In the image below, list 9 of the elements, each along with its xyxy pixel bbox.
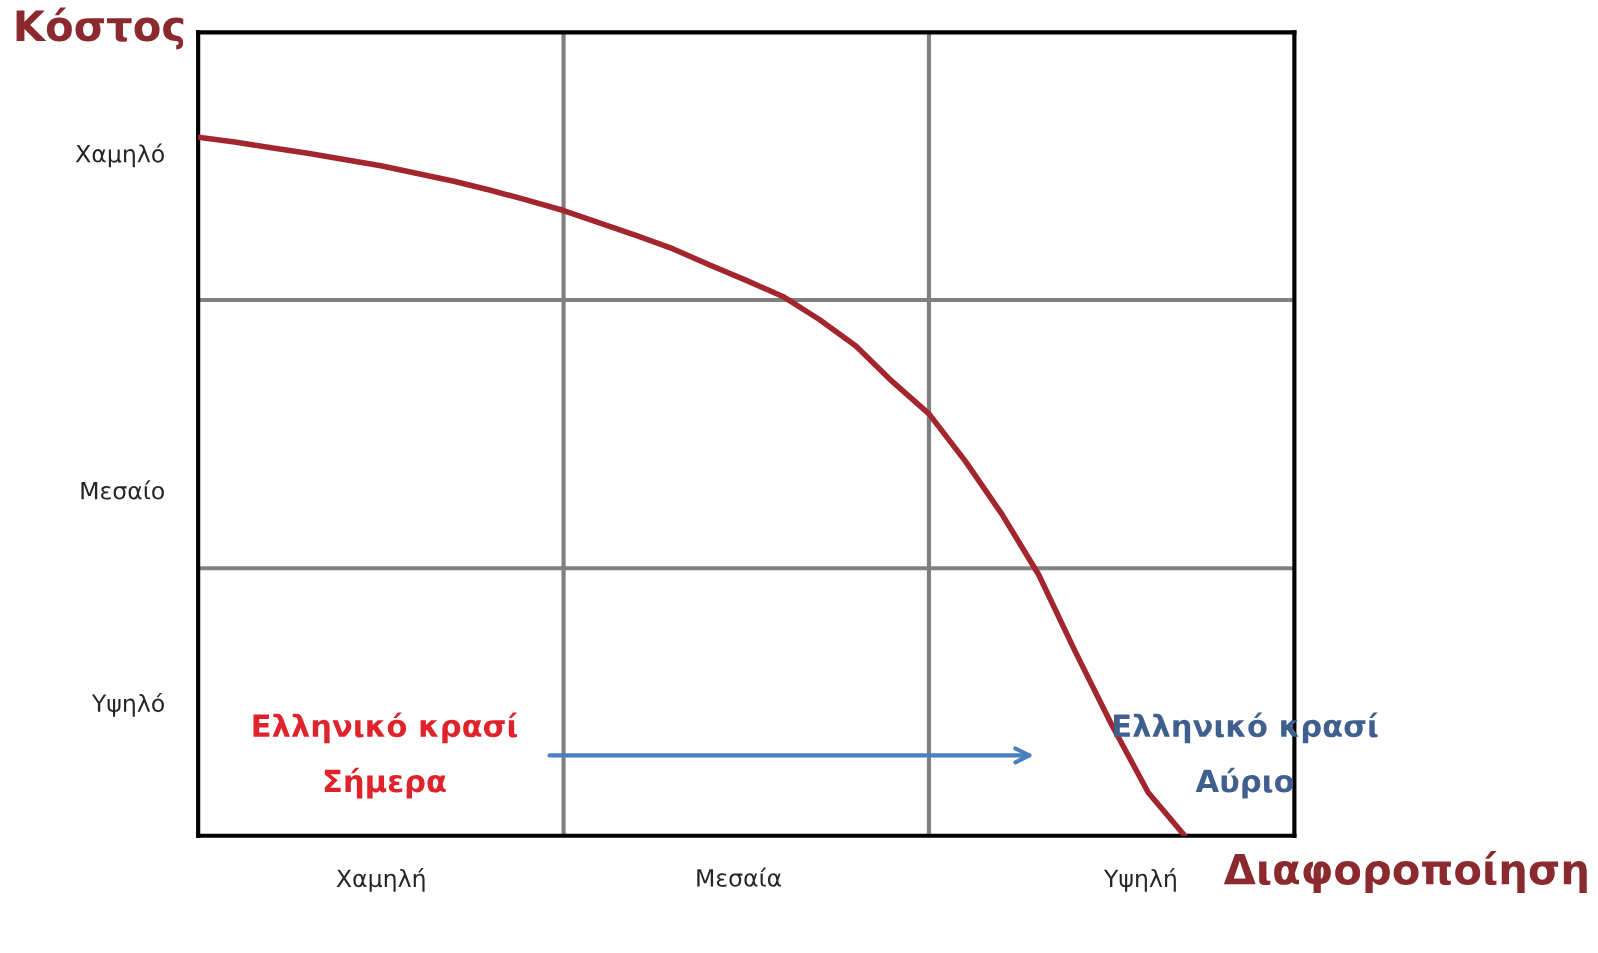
text: Χαμηλή xyxy=(336,868,425,892)
y-axis-title: Κόστος xyxy=(16,7,184,50)
annotation: Ελληνικό κρασί Σήμερα xyxy=(253,712,518,799)
text: Μεσαία xyxy=(697,867,782,887)
x-axis-title: Διαφοροποίηση xyxy=(1223,851,1587,893)
text: Υψηλή xyxy=(1103,868,1176,892)
text: Υψηλό xyxy=(91,692,164,717)
text: Χαμηλό xyxy=(75,143,164,168)
text: Μεσαίο xyxy=(81,480,164,500)
